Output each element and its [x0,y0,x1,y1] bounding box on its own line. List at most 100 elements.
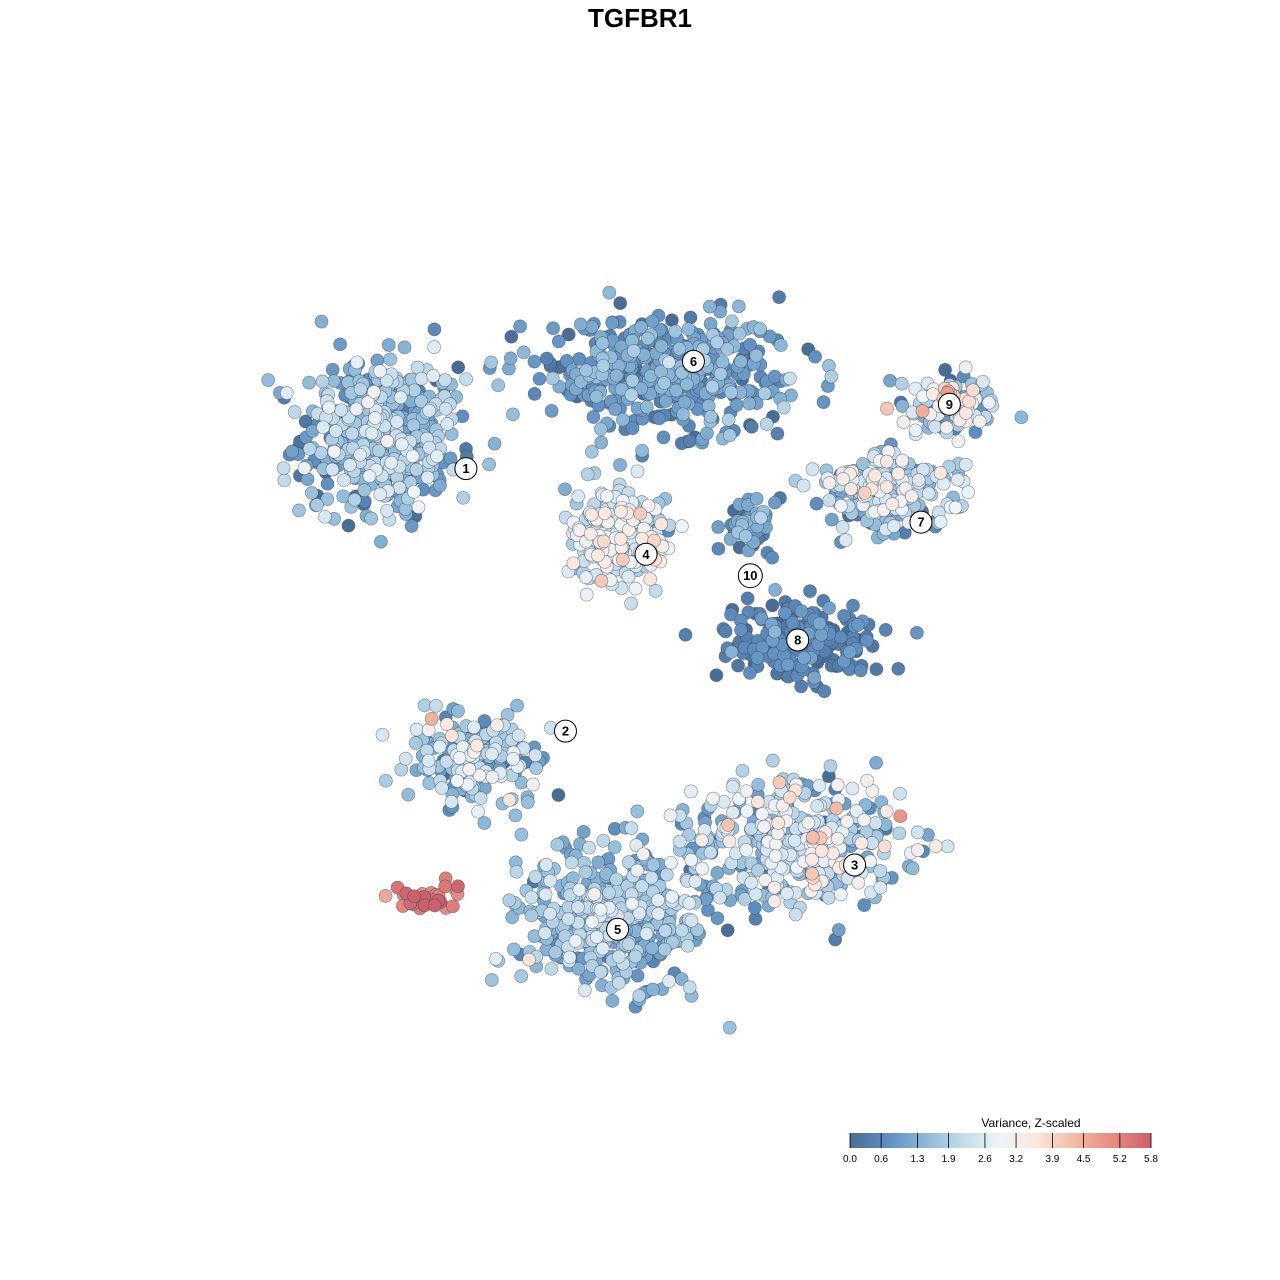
data-point [645,314,660,329]
data-point [261,373,276,387]
data-point [879,479,894,494]
data-point [513,319,527,334]
data-point [593,422,608,436]
data-point [824,369,839,384]
data-point [776,400,791,415]
data-point [771,816,786,830]
color-legend-title: Variance, Z-scaled [981,1116,1080,1130]
data-point [731,299,746,314]
data-point [327,444,342,459]
data-point [765,753,780,768]
data-point [528,870,543,884]
data-point [797,650,811,665]
data-point [422,403,437,418]
data-point [451,360,466,375]
data-point [868,816,883,830]
data-point [681,322,696,336]
data-point [780,657,795,672]
data-point [612,949,626,964]
data-point [753,510,768,525]
data-point [579,363,594,378]
data-point [582,840,596,855]
data-point [341,518,356,533]
data-point [594,435,609,450]
color-legend-tick-label: 2.6 [978,1154,992,1165]
cluster-label-7: 7 [909,510,933,534]
data-point [713,367,728,381]
data-point [895,399,910,413]
data-point [640,331,655,346]
data-point [657,376,672,390]
data-point [551,334,566,349]
cluster-label-8: 8 [786,628,810,652]
data-point [364,511,379,526]
cluster-label-9: 9 [937,392,961,416]
data-point [767,369,782,384]
cluster-label-5: 5 [606,917,630,941]
data-point [589,930,604,944]
data-point [414,371,429,386]
data-point [438,879,453,894]
data-point [624,596,638,611]
data-point [684,784,698,799]
data-point [471,804,485,819]
data-point [711,520,726,534]
data-point [566,556,581,571]
data-point [767,880,782,895]
data-point [740,804,754,819]
data-point [812,778,827,793]
data-point [868,468,882,483]
data-point [742,396,757,411]
data-point [854,836,869,851]
data-point [702,299,717,314]
cluster-label-1: 1 [454,457,478,481]
data-point [785,615,800,630]
data-point [586,410,601,424]
data-point [658,923,673,938]
data-point [427,340,441,354]
data-point [524,908,539,923]
data-point [446,899,460,914]
data-point [408,736,423,750]
data-point [561,327,576,342]
data-point [657,942,672,957]
data-point [908,423,923,438]
data-point [374,534,388,549]
data-point [879,804,894,819]
data-point [527,354,542,369]
data-point [851,875,866,890]
data-point [328,424,343,438]
data-point [803,584,817,598]
data-point [844,482,858,496]
data-point [672,341,687,356]
data-point [788,907,803,922]
data-point [467,720,481,735]
data-point [840,814,854,829]
data-point [614,504,628,519]
data-point [921,486,936,501]
data-point [489,951,503,966]
data-point [721,412,736,427]
data-point [353,447,368,462]
data-point [664,855,678,870]
data-point [750,651,765,665]
data-point [579,587,594,602]
data-point [543,873,558,888]
data-point [825,846,840,861]
data-point [532,371,547,386]
data-point [509,864,524,879]
data-point [938,363,952,377]
data-point [440,417,455,431]
data-point [487,436,502,451]
data-point [572,352,587,366]
data-point [490,718,504,733]
data-point [683,434,697,448]
data-point [473,791,488,805]
data-point [669,383,684,398]
data-point [767,624,782,639]
data-point [583,526,598,541]
data-point [580,467,595,482]
data-point [940,839,955,854]
data-point [680,938,695,953]
data-point [725,314,739,329]
